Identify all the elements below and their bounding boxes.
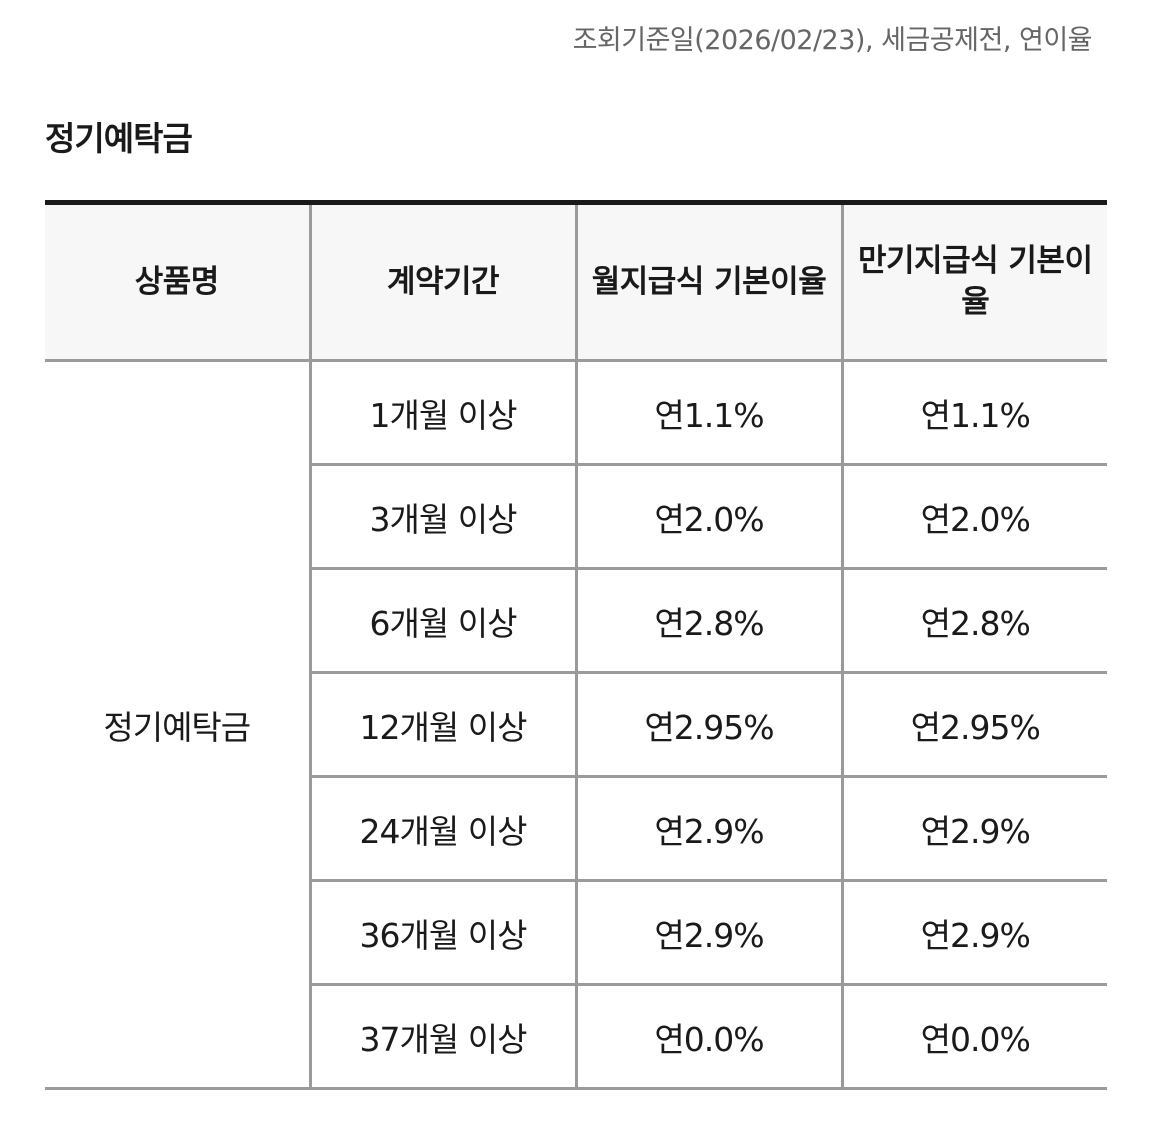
header-contract-term: 계약기간 xyxy=(308,202,576,362)
monthly-rate-cell: 연2.9% xyxy=(574,880,842,986)
maturity-rate-cell: 연2.9% xyxy=(840,776,1107,882)
maturity-rate-cell: 연0.0% xyxy=(840,984,1107,1089)
table-row: 12개월 이상 연2.95% 연2.95% xyxy=(45,672,1107,778)
table-row: 6개월 이상 연2.8% 연2.8% xyxy=(45,568,1107,674)
reference-date-note: 조회기준일(2026/02/23), 세금공제전, 연이율 xyxy=(572,25,1093,56)
maturity-rate-cell: 연1.1% xyxy=(840,360,1107,466)
term-cell: 24개월 이상 xyxy=(308,776,576,882)
monthly-rate-cell: 연2.95% xyxy=(574,672,842,778)
maturity-rate-cell: 연2.9% xyxy=(840,880,1107,986)
product-name-cell: 정기예탁금 xyxy=(45,360,310,1090)
term-cell: 6개월 이상 xyxy=(308,568,576,674)
header-product-name: 상품명 xyxy=(45,202,310,362)
interest-rate-table: 상품명 계약기간 월지급식 기본이율 만기지급식 기본이율 정기예탁금 1개월 … xyxy=(45,200,1107,1090)
table-row: 3개월 이상 연2.0% 연2.0% xyxy=(45,464,1107,570)
table-row: 24개월 이상 연2.9% 연2.9% xyxy=(45,776,1107,882)
monthly-rate-cell: 연2.9% xyxy=(574,776,842,882)
term-cell: 12개월 이상 xyxy=(308,672,576,778)
section-title: 정기예탁금 xyxy=(45,119,193,158)
monthly-rate-cell: 연2.0% xyxy=(574,464,842,570)
term-cell: 36개월 이상 xyxy=(308,880,576,986)
monthly-rate-cell: 연1.1% xyxy=(574,360,842,466)
table-row: 정기예탁금 1개월 이상 연1.1% 연1.1% xyxy=(45,360,1107,1090)
table-header-row: 상품명 계약기간 월지급식 기본이율 만기지급식 기본이율 xyxy=(45,202,1107,362)
monthly-rate-cell: 연0.0% xyxy=(574,984,842,1089)
table-row: 37개월 이상 연0.0% 연0.0% xyxy=(45,984,1107,1089)
maturity-rate-cell: 연2.8% xyxy=(840,568,1107,674)
maturity-rate-cell: 연2.95% xyxy=(840,672,1107,778)
table-row: 36개월 이상 연2.9% 연2.9% xyxy=(45,880,1107,986)
header-monthly-rate: 월지급식 기본이율 xyxy=(574,202,842,362)
maturity-rate-cell: 연2.0% xyxy=(840,464,1107,570)
term-cell: 1개월 이상 xyxy=(308,360,576,466)
term-cell: 37개월 이상 xyxy=(308,984,576,1089)
term-cell: 3개월 이상 xyxy=(308,464,576,570)
monthly-rate-cell: 연2.8% xyxy=(574,568,842,674)
header-maturity-rate: 만기지급식 기본이율 xyxy=(840,202,1107,362)
